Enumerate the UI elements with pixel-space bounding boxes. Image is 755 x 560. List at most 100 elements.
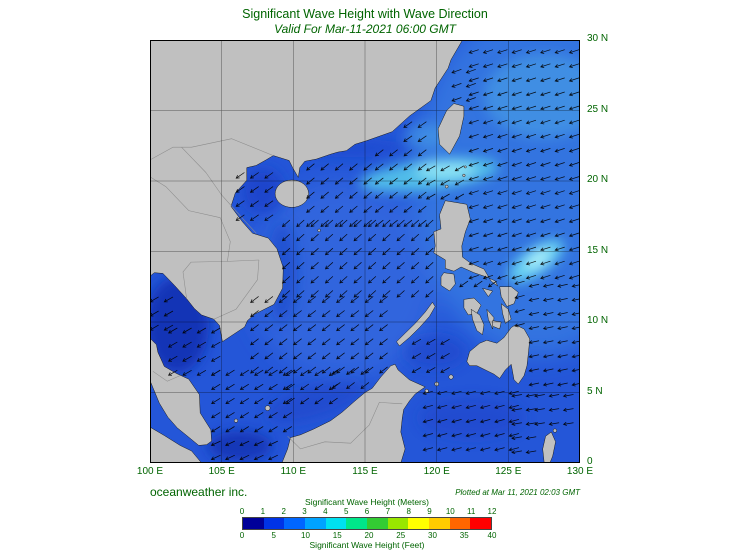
wave-direction-arrow: [542, 283, 554, 288]
wave-direction-arrow: [307, 338, 317, 346]
wave-direction-arrow: [540, 49, 551, 54]
wave-direction-arrow: [310, 233, 319, 242]
feet-tick: 25: [396, 531, 406, 540]
map-frame: [150, 40, 580, 463]
wave-direction-arrow: [554, 91, 565, 97]
wave-direction-arrow: [525, 49, 537, 54]
wave-direction-arrow: [239, 426, 250, 433]
wave-direction-arrow: [334, 191, 344, 199]
wave-direction-arrow: [568, 204, 580, 209]
wave-direction-arrow: [250, 324, 259, 332]
wave-direction-arrow: [353, 233, 362, 242]
landmass-mindanao: [466, 324, 531, 385]
wave-direction-arrow: [482, 232, 494, 238]
wave-direction-arrow: [557, 283, 568, 288]
wave-direction-arrow: [253, 454, 264, 461]
wave-direction-arrow: [425, 179, 436, 186]
wave-direction-arrow: [250, 352, 259, 360]
wave-direction-arrow: [440, 193, 450, 200]
wave-direction-arrow: [479, 390, 491, 396]
wave-direction-arrow: [346, 368, 355, 375]
landmass-borneo: [281, 364, 426, 463]
wave-direction-arrow: [554, 49, 565, 54]
wave-direction-arrow: [293, 352, 302, 360]
lon-label: 115 E: [352, 466, 378, 477]
wave-direction-arrow: [562, 421, 574, 426]
meters-tick: 12: [487, 507, 497, 516]
wave-direction-arrow: [235, 200, 245, 207]
landmass-mainland-asia: [150, 40, 463, 342]
island-dot: [552, 428, 557, 433]
wave-direction-arrow: [465, 68, 476, 74]
wave-direction-arrow: [293, 366, 302, 374]
wave-direction-arrow: [364, 338, 374, 346]
wave-direction-arrow: [540, 63, 551, 68]
wave-direction-arrow: [334, 163, 344, 171]
landmass-mindoro: [440, 272, 456, 292]
wave-direction-arrow: [497, 119, 508, 125]
meters-tick: 7: [385, 507, 391, 516]
wave-direction-arrow: [511, 407, 522, 412]
wave-direction-arrow: [254, 412, 264, 419]
wave-direction-arrow: [451, 390, 462, 396]
wave-direction-arrow: [494, 447, 505, 452]
wave-direction-arrow: [210, 440, 221, 447]
wave-direction-arrow: [440, 179, 450, 186]
wave-direction-arrow: [436, 447, 448, 452]
wave-direction-arrow: [331, 382, 341, 389]
wave-direction-arrow: [508, 404, 519, 410]
wave-direction-arrow: [264, 324, 274, 332]
wave-direction-arrow: [163, 324, 174, 331]
landmass-hainan: [274, 179, 309, 208]
wave-direction-arrow: [497, 190, 508, 195]
wave-direction-arrow: [382, 233, 391, 242]
landmass-halmahera: [542, 431, 556, 463]
wave-direction-arrow: [528, 312, 540, 316]
wave-direction-arrow: [511, 133, 522, 139]
wave-direction-arrow: [440, 165, 450, 172]
wave-direction-arrow: [494, 419, 505, 424]
wave-direction-arrow: [364, 366, 374, 374]
wave-direction-arrow: [557, 368, 568, 373]
landmass-malay-peninsula: [150, 337, 212, 446]
wave-direction-arrow: [497, 105, 508, 111]
wave-direction-arrow: [525, 393, 537, 398]
wave-direction-arrow: [459, 280, 469, 288]
wave-direction-arrow: [360, 382, 370, 389]
wave-direction-arrow: [514, 309, 525, 314]
wave-direction-arrow: [540, 176, 551, 181]
wave-direction-arrow: [422, 433, 433, 438]
wave-direction-arrow: [482, 218, 494, 224]
wave-direction-arrow: [540, 190, 551, 195]
wave-direction-arrow: [511, 260, 522, 266]
wave-direction-arrow: [425, 262, 434, 270]
wave-direction-arrow: [324, 233, 334, 242]
wave-direction-arrow: [422, 404, 433, 410]
wave-direction-arrow: [306, 177, 315, 185]
wave-direction-arrow: [163, 310, 174, 317]
wave-direction-arrow: [511, 393, 522, 398]
plotted-timestamp: Plotted at Mar 11, 2021 02:03 GMT: [455, 488, 580, 497]
wave-direction-arrow: [411, 367, 422, 373]
wave-direction-arrow: [497, 260, 508, 266]
wave-direction-arrow: [425, 276, 434, 284]
wave-direction-arrow: [468, 176, 479, 181]
wave-direction-arrow: [557, 326, 568, 331]
wave-direction-arrow: [382, 276, 391, 284]
wave-direction-arrow: [396, 219, 405, 228]
island-dot: [317, 228, 321, 233]
wave-direction-arrow: [482, 49, 494, 54]
wave-direction-arrow: [568, 119, 580, 125]
wave-direction-arrow: [473, 280, 483, 288]
wave-direction-arrow: [403, 149, 413, 157]
oceanweather-credit: oceanweather inc.: [150, 485, 248, 499]
wave-direction-arrow: [281, 276, 291, 284]
wave-direction-arrow: [285, 397, 295, 405]
wave-direction-arrow: [264, 296, 274, 303]
wave-direction-arrow: [497, 91, 508, 97]
wave-direction-arrow: [451, 447, 462, 452]
wave-direction-arrow: [264, 214, 274, 221]
wave-direction-arrow: [307, 296, 317, 303]
chart-title: Significant Wave Height with Wave Direct…: [242, 7, 488, 21]
wave-direction-arrow: [511, 119, 522, 125]
